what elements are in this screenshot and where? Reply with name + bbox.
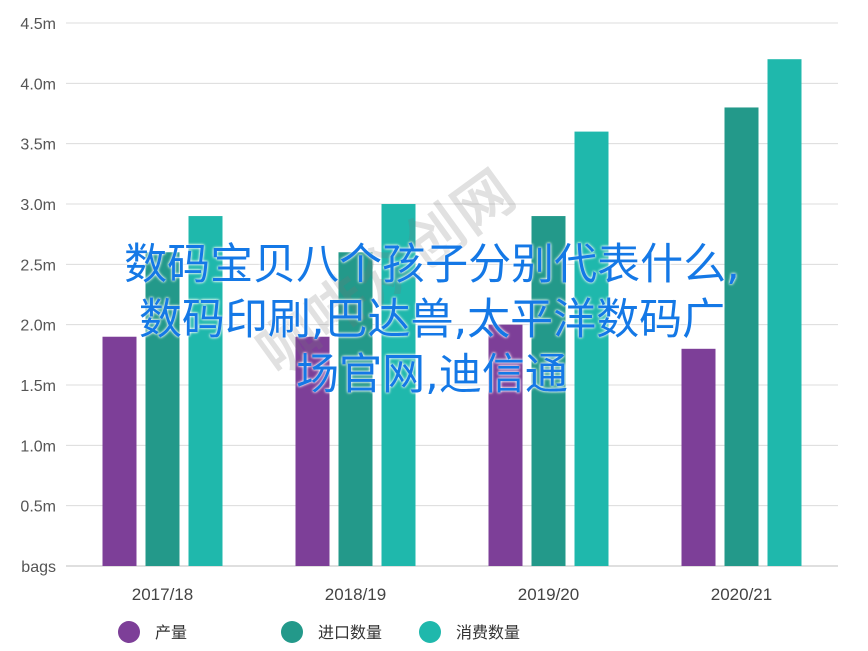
legend-swatch [419,621,441,643]
bar-产量-2020/21 [681,348,716,566]
bar-消费数量-2018/19 [381,204,416,566]
x-category-label: 2017/18 [132,585,193,604]
y-tick-label: 1.0m [20,438,56,455]
x-category-label: 2019/20 [518,585,579,604]
bar-进口数量-2020/21 [724,107,759,566]
x-category-label: 2018/19 [325,585,386,604]
bar-消费数量-2017/18 [188,216,223,567]
y-tick-label: 4.0m [20,76,56,93]
y-tick-label: 2.5m [20,257,56,274]
y-tick-label: bags [21,559,56,576]
y-tick-label: 1.5m [20,378,56,395]
legend-swatch [281,621,303,643]
y-tick-label: 4.5m [20,16,56,33]
bar-进口数量-2018/19 [338,252,373,566]
bar-消费数量-2019/20 [574,131,609,566]
y-tick-label: 2.0m [20,318,56,335]
y-tick-label: 3.5m [20,137,56,154]
bar-进口数量-2019/20 [531,216,566,567]
bar-进口数量-2017/18 [145,252,180,566]
bar-产量-2017/18 [102,336,137,566]
bar-消费数量-2020/21 [767,59,802,566]
legend-swatch [118,621,140,643]
bar-产量-2019/20 [488,324,523,566]
y-tick-label: 3.0m [20,197,56,214]
x-category-label: 2020/21 [711,585,772,604]
legend-label: 产量 [155,623,187,642]
legend-label: 消费数量 [456,623,520,642]
y-tick-label: 0.5m [20,499,56,516]
legend-label: 进口数量 [318,623,382,642]
bar-产量-2018/19 [295,336,330,566]
